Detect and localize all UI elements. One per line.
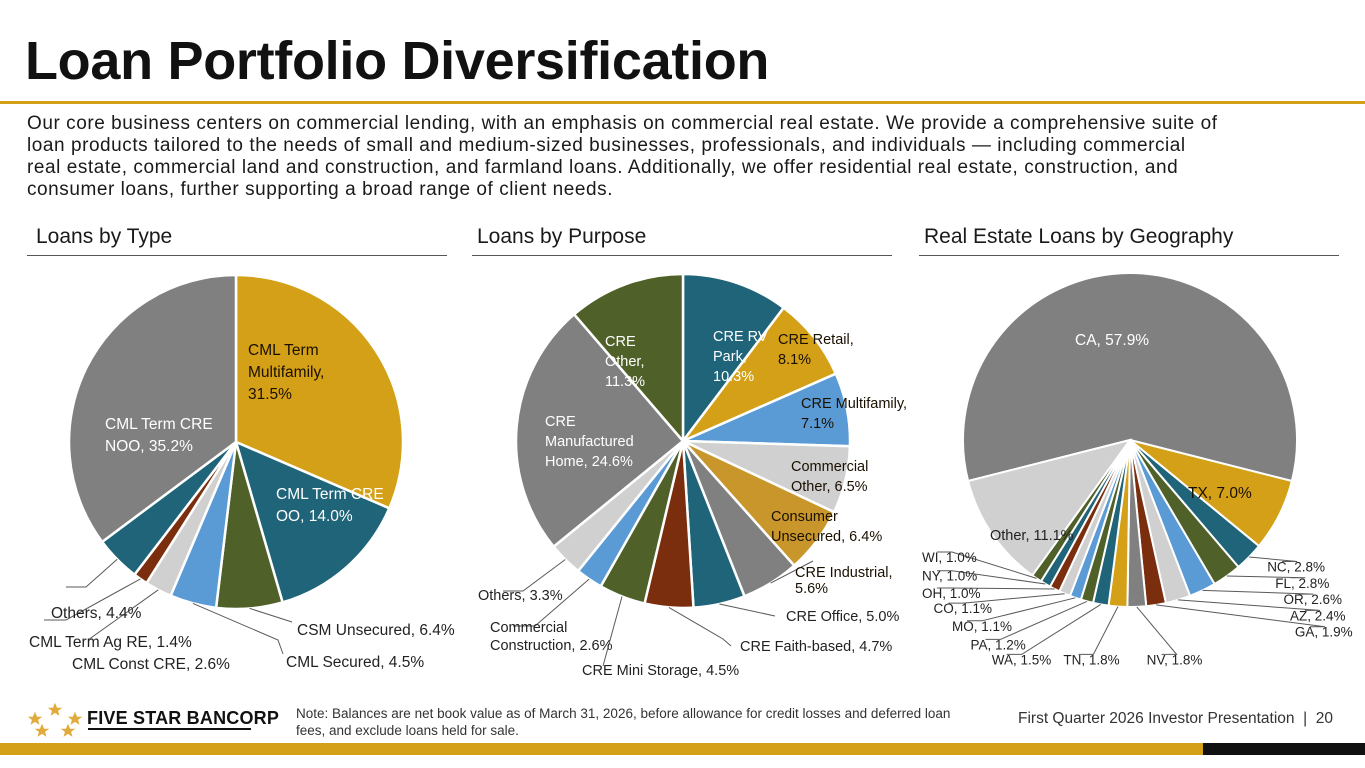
svg-text:Multifamily,: Multifamily, (248, 364, 324, 381)
svg-text:Construction, 2.6%: Construction, 2.6% (490, 638, 613, 654)
svg-text:FL, 2.8%: FL, 2.8% (1275, 576, 1329, 591)
svg-text:NC, 2.8%: NC, 2.8% (1267, 560, 1325, 575)
svg-text:CRE Industrial,: CRE Industrial, (795, 565, 893, 581)
svg-text:CO, 1.1%: CO, 1.1% (934, 601, 993, 616)
svg-text:GA, 1.9%: GA, 1.9% (1295, 625, 1353, 640)
svg-text:10.3%: 10.3% (713, 369, 754, 385)
svg-text:CRE: CRE (545, 414, 576, 430)
svg-text:11.3%: 11.3% (605, 374, 645, 390)
svg-text:CRE Multifamily,: CRE Multifamily, (801, 396, 907, 412)
svg-text:NY, 1.0%: NY, 1.0% (922, 569, 977, 584)
svg-text:8.1%: 8.1% (778, 352, 811, 368)
svg-text:CRE: CRE (605, 334, 636, 350)
svg-text:CRE RV: CRE RV (713, 329, 768, 345)
svg-text:Commercial: Commercial (490, 620, 567, 636)
svg-text:Others, 4.4%: Others, 4.4% (51, 605, 142, 622)
svg-text:Home, 24.6%: Home, 24.6% (545, 454, 633, 470)
svg-text:CML Const CRE, 2.6%: CML Const CRE, 2.6% (72, 656, 230, 673)
svg-text:CRE Office, 5.0%: CRE Office, 5.0% (786, 609, 899, 625)
svg-text:WA, 1.5%: WA, 1.5% (992, 652, 1052, 667)
svg-text:CML Term Ag RE, 1.4%: CML Term Ag RE, 1.4% (29, 634, 192, 651)
svg-text:CRE Retail,: CRE Retail, (778, 332, 854, 348)
svg-text:TN, 1.8%: TN, 1.8% (1063, 652, 1119, 667)
svg-text:PA, 1.2%: PA, 1.2% (971, 637, 1026, 652)
svg-text:AZ, 2.4%: AZ, 2.4% (1290, 608, 1346, 623)
svg-text:7.1%: 7.1% (801, 416, 834, 432)
svg-text:TX, 7.0%: TX, 7.0% (1188, 485, 1252, 502)
svg-text:CML Secured, 4.5%: CML Secured, 4.5% (286, 654, 424, 671)
svg-text:31.5%: 31.5% (248, 386, 292, 403)
svg-text:MO, 1.1%: MO, 1.1% (952, 619, 1012, 634)
svg-text:5.6%: 5.6% (795, 581, 828, 597)
svg-text:CSM Unsecured, 6.4%: CSM Unsecured, 6.4% (297, 622, 455, 639)
svg-text:Park,: Park, (713, 349, 747, 365)
svg-text:WI, 1.0%: WI, 1.0% (922, 550, 977, 565)
svg-text:Manufactured: Manufactured (545, 434, 634, 450)
svg-text:OR, 2.6%: OR, 2.6% (1284, 592, 1343, 607)
svg-text:CRE Mini Storage, 4.5%: CRE Mini Storage, 4.5% (582, 663, 739, 679)
svg-text:Unsecured, 6.4%: Unsecured, 6.4% (771, 529, 882, 545)
svg-text:CRE Faith-based, 4.7%: CRE Faith-based, 4.7% (740, 639, 892, 655)
svg-text:OO, 14.0%: OO, 14.0% (276, 508, 353, 525)
svg-text:Other, 6.5%: Other, 6.5% (791, 479, 868, 495)
svg-text:Others, 3.3%: Others, 3.3% (478, 588, 563, 604)
svg-text:CML Term CRE: CML Term CRE (105, 416, 213, 433)
svg-text:NOO, 35.2%: NOO, 35.2% (105, 438, 193, 455)
svg-text:NV, 1.8%: NV, 1.8% (1147, 652, 1203, 667)
svg-text:CA, 57.9%: CA, 57.9% (1075, 332, 1149, 349)
svg-text:Commercial: Commercial (791, 459, 868, 475)
svg-text:CML Term CRE: CML Term CRE (276, 486, 384, 503)
svg-text:OH, 1.0%: OH, 1.0% (922, 586, 981, 601)
svg-text:Other, 11.1%: Other, 11.1% (990, 528, 1074, 544)
svg-text:Other,: Other, (605, 354, 645, 370)
svg-text:CML Term: CML Term (248, 342, 319, 359)
svg-text:Consumer: Consumer (771, 509, 838, 525)
